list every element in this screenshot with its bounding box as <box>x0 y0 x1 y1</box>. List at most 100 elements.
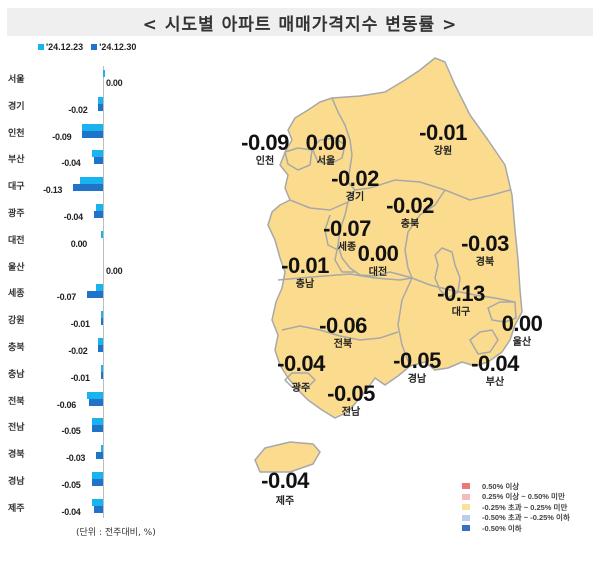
series-legend: '24.12.23 '24.12.30 <box>38 42 136 52</box>
bar-prev-week <box>91 418 103 426</box>
bar-prev-week <box>80 177 103 185</box>
category-label: 강원 <box>8 316 25 327</box>
map-color-legend: 0.50% 이상 0.25% 이상 ~ 0.50% 미만 -0.25% 초과 ~… <box>462 481 570 534</box>
chart-title: < 시도별 아파트 매매가격지수 변동률 > <box>7 8 593 36</box>
bar-prev-week <box>91 472 103 479</box>
bar-this-week <box>100 371 103 379</box>
category-label: 경북 <box>8 450 25 461</box>
data-label: -0.02 <box>68 346 88 356</box>
bar-row: 제주 -0.04 <box>0 495 230 522</box>
bar-row: 서울 0.00 <box>0 66 230 93</box>
jeju-outline <box>254 441 321 473</box>
bar-row: 대전 0.00 <box>0 227 230 254</box>
category-label: 인천 <box>8 128 25 139</box>
legend-item-1223: '24.12.23 <box>38 42 83 52</box>
bar-row: 부산 -0.04 <box>0 146 230 173</box>
data-label: -0.01 <box>70 319 90 330</box>
bar-this-week <box>93 157 103 165</box>
category-label: 전남 <box>8 423 25 434</box>
category-label: 대전 <box>8 235 25 246</box>
category-label: 세종 <box>8 289 25 300</box>
bar-row: 충북 -0.02 <box>0 334 230 361</box>
bar-this-week <box>82 130 103 138</box>
data-label: 0.00 <box>70 238 88 249</box>
data-label: 0.00 <box>106 78 123 88</box>
category-label: 부산 <box>8 155 25 166</box>
legend-swatch-dark-blue <box>91 44 98 50</box>
bar-this-week <box>100 318 103 326</box>
bar-this-week <box>89 398 103 406</box>
map-legend-item: 0.25% 이상 ~ 0.50% 미만 <box>462 492 570 503</box>
bar-prev-week <box>100 364 103 372</box>
bar-row: 대구 -0.13 <box>0 173 230 200</box>
bar-prev-week <box>82 123 103 131</box>
bar-row: 경북 -0.03 <box>0 441 230 468</box>
legend-swatch <box>462 504 470 511</box>
bar-this-week <box>91 479 103 486</box>
legend-swatch <box>462 493 470 500</box>
bar-prev-week <box>100 311 103 319</box>
bar-prev-week <box>86 391 103 399</box>
bar-row: 경기 -0.02 <box>0 93 230 120</box>
bar-row: 경남 -0.05 <box>0 468 230 495</box>
data-label: -0.04 <box>61 158 81 169</box>
bar-row: 전남 -0.05 <box>0 414 230 441</box>
bar-row: 광주 -0.04 <box>0 200 230 227</box>
category-label: 광주 <box>8 209 25 219</box>
legend-label: '24.12.30 <box>99 42 137 52</box>
data-label: -0.07 <box>56 292 76 303</box>
data-label: -0.04 <box>61 506 81 517</box>
category-label: 대구 <box>8 182 25 193</box>
category-label: 제주 <box>8 503 25 514</box>
bar-prev-week <box>100 230 103 238</box>
category-label: 충남 <box>8 369 25 380</box>
legend-swatch <box>462 483 470 490</box>
bar-prev-week <box>98 96 103 104</box>
legend-swatch-light-blue <box>38 44 44 50</box>
bar-this-week <box>73 184 103 192</box>
category-label: 경남 <box>8 477 25 487</box>
data-label: -0.06 <box>56 399 76 410</box>
legend-label: '24.12.23 <box>46 42 84 52</box>
mainland-outline <box>267 57 523 419</box>
unit-note: (단위 : 전주대비, %) <box>76 528 156 538</box>
category-label: 서울 <box>8 75 25 85</box>
bar-prev-week <box>100 445 103 453</box>
data-label: -0.05 <box>61 426 81 437</box>
data-label: -0.04 <box>63 212 83 222</box>
data-label: -0.09 <box>52 131 72 142</box>
data-label: -0.01 <box>70 372 90 383</box>
legend-swatch <box>462 514 470 521</box>
data-label: -0.13 <box>43 185 63 196</box>
data-label: -0.03 <box>66 453 86 464</box>
bar-prev-week <box>98 338 103 345</box>
bar-this-week <box>91 425 103 433</box>
bar-prev-week <box>96 284 103 292</box>
data-label: 0.00 <box>106 265 123 276</box>
legend-swatch <box>462 525 470 532</box>
horizontal-bar-chart: 서울 0.00 경기 -0.02 인천 -0.09 부산 -0.04 대구 -0.13 광주 -0.0… <box>0 60 230 520</box>
bar-row: 세종 -0.07 <box>0 280 230 307</box>
category-label: 울산 <box>8 262 25 273</box>
korea-map: -0.09 인천 0.00 서울 -0.02 경기 -0.01 강원 -0.02… <box>230 40 570 507</box>
category-label: 전북 <box>8 396 25 407</box>
map-legend-item: -0.50% 이하 <box>462 523 570 534</box>
data-label: -0.02 <box>68 104 88 115</box>
bar-this-week <box>98 345 103 352</box>
bar-this-week <box>96 452 103 460</box>
bar-row: 강원 -0.01 <box>0 307 230 334</box>
map-legend-item: 0.50% 이상 <box>462 481 570 492</box>
korea-map-svg <box>254 57 523 473</box>
bar-this-week <box>93 211 103 218</box>
zero-axis <box>103 66 104 518</box>
map-legend-item: -0.50% 초과 ~ -0.25% 이하 <box>462 513 570 524</box>
category-label: 충북 <box>8 343 25 353</box>
bar-this-week <box>98 103 103 111</box>
bar-row: 울산 0.00 <box>0 254 230 281</box>
category-label: 경기 <box>8 101 25 112</box>
bar-prev-week <box>96 204 103 211</box>
bar-row: 전북 -0.06 <box>0 388 230 415</box>
legend-item-1230: '24.12.30 <box>91 42 136 52</box>
map-legend-item: -0.25% 초과 ~ 0.25% 미만 <box>462 502 570 513</box>
bar-this-week <box>86 291 103 299</box>
